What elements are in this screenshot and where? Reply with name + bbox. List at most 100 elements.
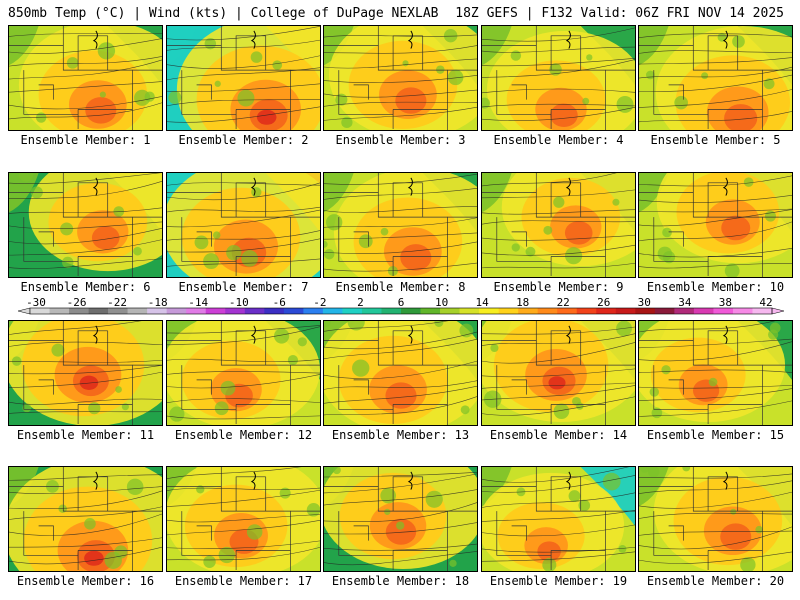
temperature-map <box>481 172 636 278</box>
colorbar-swatch <box>420 308 441 314</box>
colorbar-swatch <box>635 308 656 314</box>
member-label: Ensemble Member: 9 <box>493 280 624 294</box>
colorbar-swatch <box>576 308 597 314</box>
temperature-map <box>8 172 163 278</box>
colorbar-swatch <box>537 308 558 314</box>
ensemble-panel: Ensemble Member: 11 <box>8 320 163 444</box>
colorbar-tick-label: -2 <box>313 296 326 309</box>
colorbar-tick-label: 18 <box>516 296 529 309</box>
colorbar-swatch <box>342 308 363 314</box>
colorbar-swatch <box>225 308 246 314</box>
colorbar-swatch <box>283 308 304 314</box>
colorbar-tick-label: -30 <box>26 296 46 309</box>
member-label: Ensemble Member: 14 <box>489 428 628 442</box>
temperature-map <box>323 320 478 426</box>
member-label: Ensemble Member: 10 <box>646 280 785 294</box>
member-label: Ensemble Member: 16 <box>16 574 155 588</box>
ensemble-panel: Ensemble Member: 19 <box>481 466 636 590</box>
colorbar-swatch <box>732 308 753 314</box>
temperature-map <box>166 466 321 572</box>
colorbar-swatch <box>30 308 50 314</box>
colorbar-swatch <box>615 308 636 314</box>
colorbar-tick-label: 2 <box>357 296 364 309</box>
member-label: Ensemble Member: 11 <box>16 428 155 442</box>
ensemble-panel: Ensemble Member: 13 <box>323 320 478 444</box>
member-label: Ensemble Member: 8 <box>335 280 466 294</box>
temperature-map <box>638 466 793 572</box>
member-label: Ensemble Member: 1 <box>20 133 151 147</box>
ensemble-panel: Ensemble Member: 9 <box>481 172 636 296</box>
member-label: Ensemble Member: 2 <box>178 133 309 147</box>
ensemble-panel: Ensemble Member: 17 <box>166 466 321 590</box>
member-label: Ensemble Member: 19 <box>489 574 628 588</box>
temperature-map <box>166 172 321 278</box>
temperature-map <box>481 25 636 131</box>
colorbar-tick-label: 14 <box>475 296 489 309</box>
colorbar-swatch <box>69 308 89 314</box>
temperature-map <box>481 320 636 426</box>
temperature-map <box>166 25 321 131</box>
temperature-map <box>638 172 793 278</box>
colorbar-swatch <box>440 308 460 314</box>
colorbar-swatch <box>693 308 714 314</box>
colorbar-swatch <box>166 308 187 314</box>
title-left: 850mb Temp (°C) | Wind (kts) | College o… <box>8 6 439 21</box>
colorbar-swatch <box>322 308 343 314</box>
member-label: Ensemble Member: 6 <box>20 280 151 294</box>
colorbar-swatch <box>127 308 148 314</box>
colorbar-swatch <box>361 308 382 314</box>
ensemble-panel: Ensemble Member: 3 <box>323 25 478 149</box>
temperature-map <box>481 466 636 572</box>
colorbar-tick-label: 34 <box>678 296 692 309</box>
member-label: Ensemble Member: 15 <box>646 428 785 442</box>
colorbar-swatch <box>596 308 617 314</box>
temperature-map <box>323 25 478 131</box>
colorbar-swatch <box>479 308 499 314</box>
ensemble-panel: Ensemble Member: 8 <box>323 172 478 296</box>
colorbar-frame <box>29 307 773 315</box>
colorbar-swatch <box>186 308 207 314</box>
colorbar-swatch <box>147 308 167 314</box>
colorbar-tick-label: 6 <box>398 296 405 309</box>
colorbar-swatch <box>752 308 773 314</box>
colorbar-tick-label: 26 <box>597 296 610 309</box>
colorbar-tick-label: -6 <box>273 296 286 309</box>
member-label: Ensemble Member: 4 <box>493 133 624 147</box>
colorbar-swatch <box>713 308 734 314</box>
member-label: Ensemble Member: 20 <box>646 574 785 588</box>
colorbar-svg: -30 -26 -22 -18 -14 -10 -6 -2 2 6 10 14 18 22 26 30 34 38… <box>17 296 785 315</box>
ensemble-panel: Ensemble Member: 2 <box>166 25 321 149</box>
colorbar-tick-label: 30 <box>638 296 651 309</box>
colorbar-max-arrow <box>771 307 785 315</box>
member-label: Ensemble Member: 5 <box>650 133 781 147</box>
colorbar-swatch <box>88 308 109 314</box>
colorbar-swatch <box>381 308 402 314</box>
member-label: Ensemble Member: 18 <box>331 574 470 588</box>
member-label: Ensemble Member: 13 <box>331 428 470 442</box>
colorbar-tick-label: -18 <box>148 296 168 309</box>
colorbar-tick-label: -22 <box>107 296 127 309</box>
temperature-map <box>166 320 321 426</box>
temperature-map <box>323 172 478 278</box>
colorbar-swatch <box>401 308 421 314</box>
colorbar-swatch <box>674 308 695 314</box>
temperature-map <box>638 25 793 131</box>
ensemble-panel: Ensemble Member: 16 <box>8 466 163 590</box>
ensemble-panel: Ensemble Member: 18 <box>323 466 478 590</box>
colorbar-tick-label: 10 <box>435 296 448 309</box>
ensemble-panel: Ensemble Member: 20 <box>638 466 793 590</box>
ensemble-panel: Ensemble Member: 15 <box>638 320 793 444</box>
colorbar-swatch <box>244 308 265 314</box>
colorbar-tick-label: -10 <box>229 296 249 309</box>
colorbar-swatch <box>459 308 480 314</box>
member-label: Ensemble Member: 12 <box>174 428 313 442</box>
colorbar-swatch <box>205 308 226 314</box>
colorbar-swatch <box>498 308 519 314</box>
temperature-map <box>323 466 478 572</box>
temperature-map <box>8 25 163 131</box>
temperature-map <box>8 320 163 426</box>
member-label: Ensemble Member: 17 <box>174 574 313 588</box>
temperature-map <box>638 320 793 426</box>
colorbar-swatch <box>557 308 578 314</box>
